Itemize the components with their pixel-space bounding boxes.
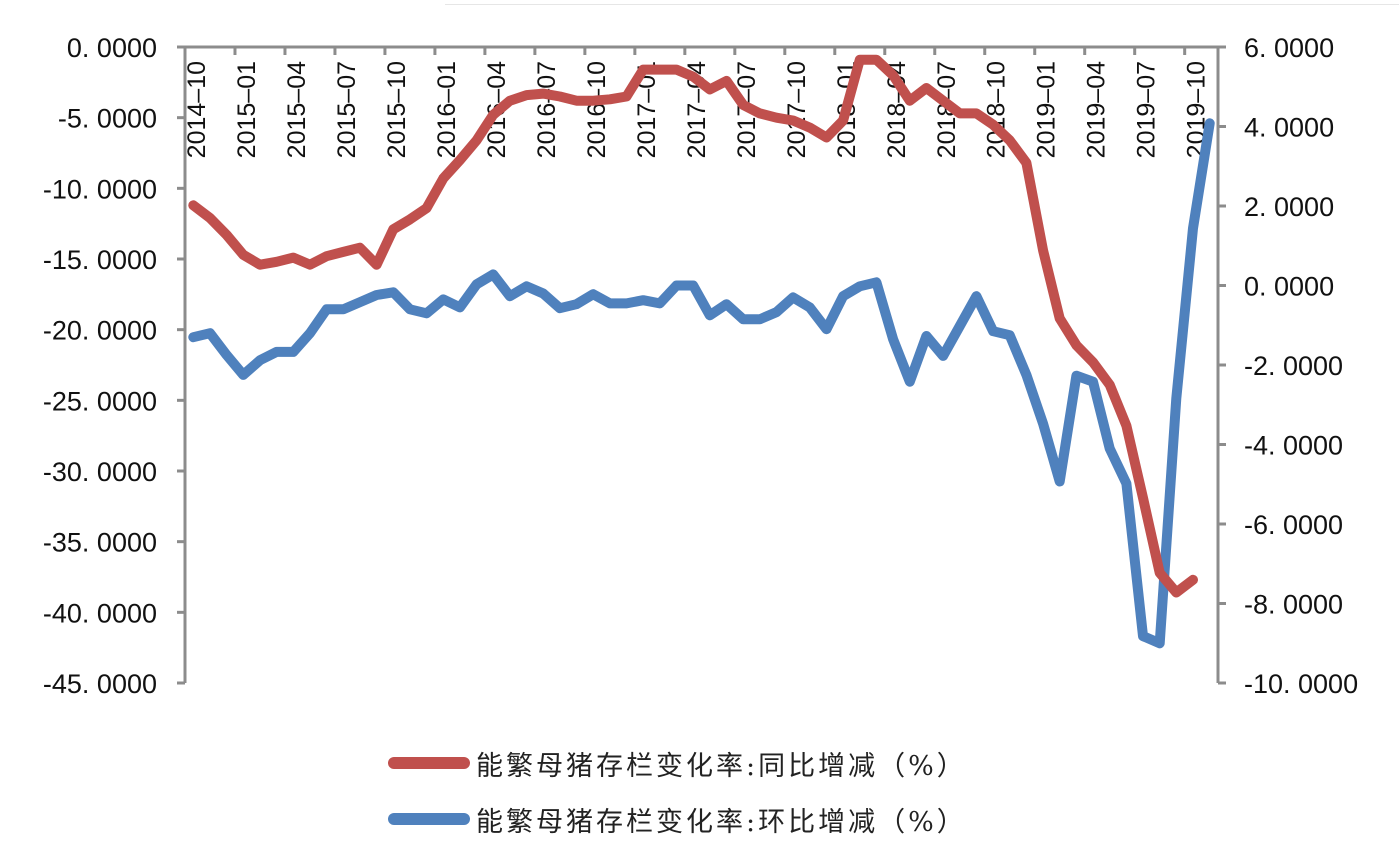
legend-label-yoy: 能繁母猪存栏变化率:同比增减（%）	[476, 750, 967, 782]
left-tick-label: -10. 0000	[43, 174, 157, 204]
left-tick-label: -45. 0000	[43, 669, 157, 699]
left-tick-label: -30. 0000	[43, 457, 157, 487]
right-tick-label: -2. 0000	[1244, 351, 1343, 381]
left-tick-label: -20. 0000	[43, 316, 157, 346]
x-tick-label: 2016–07	[533, 61, 561, 158]
legend-swatch-yoy	[388, 757, 470, 769]
right-tick-label: 4. 0000	[1244, 113, 1334, 143]
x-tick-label: 2019–04	[1083, 61, 1111, 158]
right-axis-ticks: 6. 0000 4. 0000 2. 0000 0. 0000 -2. 0000 -4. …	[1218, 33, 1358, 699]
legend-item-yoy: 能繁母猪存栏变化率:同比增减（%）	[388, 735, 967, 791]
x-tick-label: 2019–01	[1033, 61, 1061, 158]
legend-label-mom: 能繁母猪存栏变化率:环比增减（%）	[476, 806, 967, 838]
right-tick-label: -10. 0000	[1244, 669, 1358, 699]
x-tick-label: 2016–10	[583, 61, 611, 158]
left-tick-label: -40. 0000	[43, 598, 157, 628]
right-tick-label: 2. 0000	[1244, 192, 1334, 222]
right-tick-label: 0. 0000	[1244, 272, 1334, 302]
left-tick-label: -5. 0000	[58, 104, 157, 134]
x-tick-label: 2015–10	[383, 61, 411, 158]
left-tick-label: -35. 0000	[43, 528, 157, 558]
top-border	[445, 0, 1399, 5]
x-tick-label: 2016–01	[433, 61, 461, 158]
mom-series-line	[188, 118, 1215, 649]
x-tick-label: 2015–01	[233, 61, 261, 158]
x-axis-ticks: 2014–10 2015–01 2015–04 2015–07 2015–10 2016–…	[183, 47, 1211, 158]
left-axis-ticks: 0. 0000 -5. 0000 -10. 0000 -15. 0000 -20. 00…	[43, 33, 185, 699]
legend-item-mom: 能繁母猪存栏变化率:环比增减（%）	[388, 791, 967, 847]
line-chart: 0. 0000 -5. 0000 -10. 0000 -15. 0000 -20. 00…	[43, 33, 1358, 699]
right-tick-label: -8. 0000	[1244, 590, 1343, 620]
right-tick-label: -6. 0000	[1244, 510, 1343, 540]
left-tick-label: 0. 0000	[67, 33, 157, 63]
left-tick-label: -25. 0000	[43, 386, 157, 416]
legend-swatch-mom	[388, 813, 470, 825]
x-tick-label: 2019–07	[1133, 61, 1161, 158]
yoy-series-line	[188, 54, 1198, 598]
right-tick-label: 6. 0000	[1244, 33, 1334, 63]
left-tick-label: -15. 0000	[43, 245, 157, 275]
series-lines	[188, 54, 1215, 649]
x-tick-label: 2015–07	[333, 61, 361, 158]
x-tick-label: 2015–04	[283, 61, 311, 158]
x-tick-label: 2017–10	[783, 61, 811, 158]
x-tick-label: 2014–10	[183, 61, 211, 158]
right-tick-label: -4. 0000	[1244, 431, 1343, 461]
legend: 能繁母猪存栏变化率:同比增减（%） 能繁母猪存栏变化率:环比增减（%）	[388, 735, 967, 847]
